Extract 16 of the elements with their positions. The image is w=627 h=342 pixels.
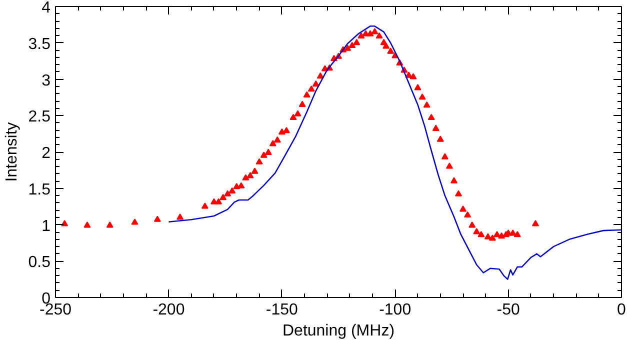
x-tick-label: -100 [379, 302, 412, 318]
x-tick-label: -150 [266, 302, 298, 318]
y-axis-title: Intensity [3, 122, 20, 182]
x-axis-title: Detuning (MHz) [282, 322, 395, 340]
x-tick-label: 0 [617, 302, 626, 318]
y-tick-label: 0.5 [28, 254, 51, 272]
y-tick-label: 3 [42, 72, 51, 90]
y-tick-label: 2 [42, 145, 51, 162]
y-tick-label: 1 [42, 218, 51, 235]
x-tick-label: -200 [152, 302, 185, 318]
line-series [168, 25, 622, 280]
y-tick-label: 4 [42, 0, 51, 16]
y-tick-label: 3.5 [28, 36, 51, 53]
x-tick-label: -50 [496, 302, 520, 318]
y-tick-label: 2.5 [28, 108, 51, 126]
y-tick-label: 1.5 [28, 181, 51, 198]
